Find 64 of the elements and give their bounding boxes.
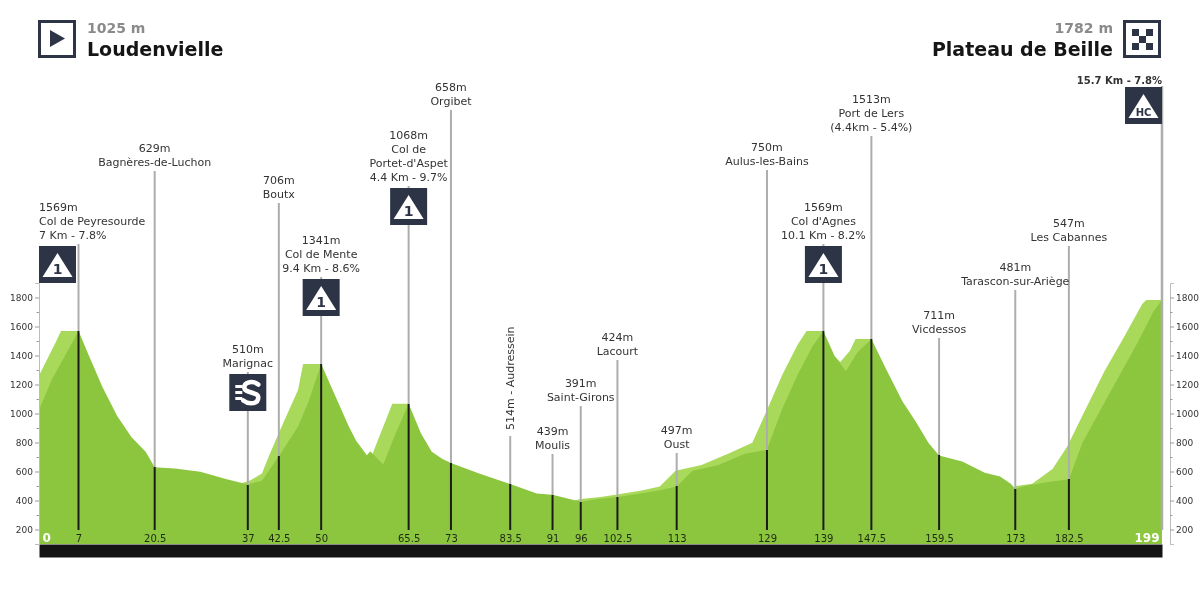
- x-tick-label: 173: [1006, 532, 1026, 544]
- y-tick-label: 200: [15, 524, 34, 535]
- text: HC: [1135, 106, 1152, 118]
- text: 1: [52, 261, 63, 277]
- ref-line-label: 510m Marignac: [222, 342, 274, 370]
- ref-line-label: 547m Les Cabannes: [1030, 216, 1108, 244]
- ref-line-label: 497m Oust: [660, 423, 693, 451]
- y-tick-label: 1200: [10, 379, 34, 390]
- y2-tick-label: 1600: [1176, 321, 1200, 332]
- ref-line-label: 750m Aulus-les-Bains: [725, 140, 809, 168]
- x-tick-label: 182.5: [1055, 532, 1084, 544]
- y2-tick-label: 600: [1176, 466, 1194, 477]
- ref-line-label: 481m Tarascon-sur-Ariège: [960, 260, 1070, 288]
- y2-tick-label: 1800: [1176, 292, 1200, 303]
- x-tick-label: 199: [1134, 530, 1160, 545]
- x-tick-label: 7: [75, 532, 83, 544]
- x-tick-label: 129: [757, 532, 778, 544]
- y2-tick-label: 1200: [1176, 379, 1200, 390]
- x-tick-label: 139: [814, 532, 834, 544]
- ref-line-label: 658m Orgibet: [430, 80, 473, 108]
- x-tick-label: 96: [574, 532, 588, 544]
- y2-tick-label: 200: [1176, 524, 1194, 535]
- text: 1782 m Plateau de Beille: [931, 20, 1113, 60]
- text: 1025 m Loudenvielle: [87, 20, 224, 60]
- ref-line-label: 1341m Col de Mente 9.4 Km - 8.6%: [282, 233, 361, 275]
- ref-line-label: 1068m Col de Portet-d'Aspet 4.4 Km - 9.7%: [369, 128, 449, 184]
- y-tick-label: 1800: [10, 292, 34, 303]
- ref-line-label: 711m Vicdessos: [912, 308, 967, 336]
- ref-line-label: 514m - Audressein: [503, 326, 517, 430]
- x-tick-label: 65.5: [398, 532, 421, 544]
- ref-line-label: 391m Saint-Girons: [546, 376, 615, 404]
- y-tick-label: 1600: [10, 321, 34, 332]
- x-tick-label: 42.5: [268, 532, 291, 544]
- y-tick-label: 800: [15, 437, 34, 448]
- annotation: 1: [316, 294, 327, 310]
- ref-line-label: 15.7 Km - 7.8%: [1076, 74, 1162, 86]
- x-tick-label: 83.5: [499, 532, 522, 544]
- y2-tick-label: 800: [1176, 437, 1194, 448]
- ref-line-label: 1513m Port de Lers (4.4km - 5.4%): [830, 92, 913, 134]
- x-tick-label: 37: [241, 532, 255, 544]
- y2-tick-label: 1000: [1176, 408, 1200, 419]
- y-tick-label: 400: [15, 495, 34, 506]
- y-tick-label: 1400: [10, 350, 34, 361]
- ref-line-label: 629m Bagnères-de-Luchon: [98, 141, 212, 169]
- x-tick-label: 147.5: [857, 532, 887, 544]
- y2-tick-label: 1400: [1176, 350, 1200, 361]
- ref-line-label: 706m Boutx: [262, 173, 296, 201]
- x-tick-label: 50: [315, 532, 329, 544]
- x-tick-label: 113: [667, 532, 687, 544]
- ref-line-label: 424m Lacourt: [596, 330, 639, 358]
- ref-line-label: 439m Moulis: [535, 424, 571, 452]
- ref-line-label: 1569m Col de Peyresourde 7 Km - 7.8%: [39, 200, 146, 242]
- ref-line-label: 1569m Col d'Agnes 10.1 Km - 8.2%: [780, 200, 866, 242]
- y-tick-label: 1000: [10, 408, 34, 419]
- x-tick-label: 159.5: [925, 532, 954, 544]
- x-tick-label: 20.5: [144, 532, 167, 544]
- x-tick-label: 73: [445, 532, 458, 544]
- y2-tick-label: 400: [1176, 495, 1194, 506]
- x-tick-label: 102.5: [603, 532, 633, 544]
- text: 1: [403, 203, 414, 219]
- text: 1: [818, 261, 829, 277]
- y-tick-label: 600: [15, 466, 34, 477]
- x-tick-label: 0: [42, 530, 51, 545]
- x-tick-label: 91: [546, 532, 560, 544]
